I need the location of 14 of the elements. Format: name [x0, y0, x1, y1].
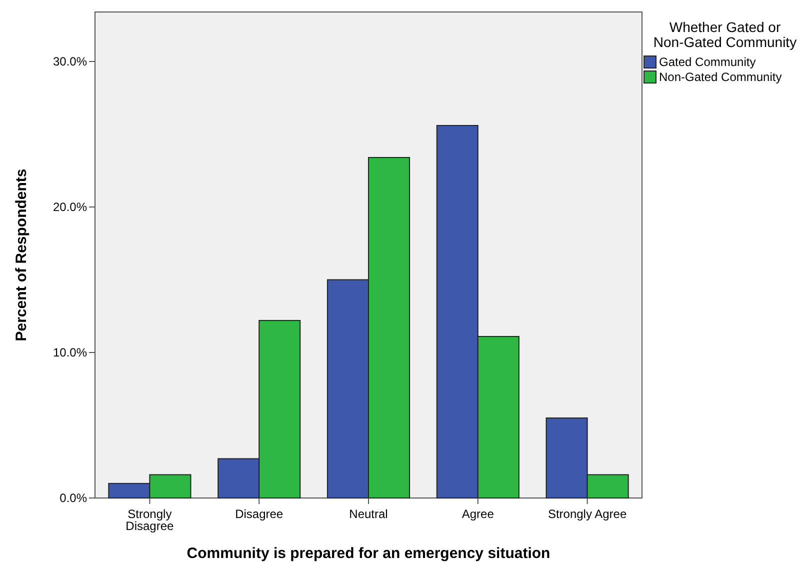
x-tick-label: Strongly Agree — [548, 507, 627, 521]
x-tick-label: Neutral — [349, 507, 388, 521]
x-tick-label: Strongly Disagree — [126, 507, 174, 533]
legend-label: Non-Gated Community — [659, 70, 782, 84]
legend-label: Gated Community — [659, 55, 756, 70]
y-tick-label: 10.0% — [52, 346, 88, 360]
y-axis-title: Percent of Respondents — [13, 168, 30, 342]
x-tick-label: Disagree — [235, 507, 284, 521]
legend-title: Whether Gated or Non-Gated Community — [653, 19, 797, 50]
y-tick-label: 20.0% — [52, 200, 88, 214]
y-tick-label: 0.0% — [60, 491, 88, 506]
x-axis-title: Community is prepared for an emergency situation — [186, 545, 550, 562]
x-tick-label: Agree — [462, 507, 494, 521]
y-tick-label: 30.0% — [52, 54, 88, 69]
